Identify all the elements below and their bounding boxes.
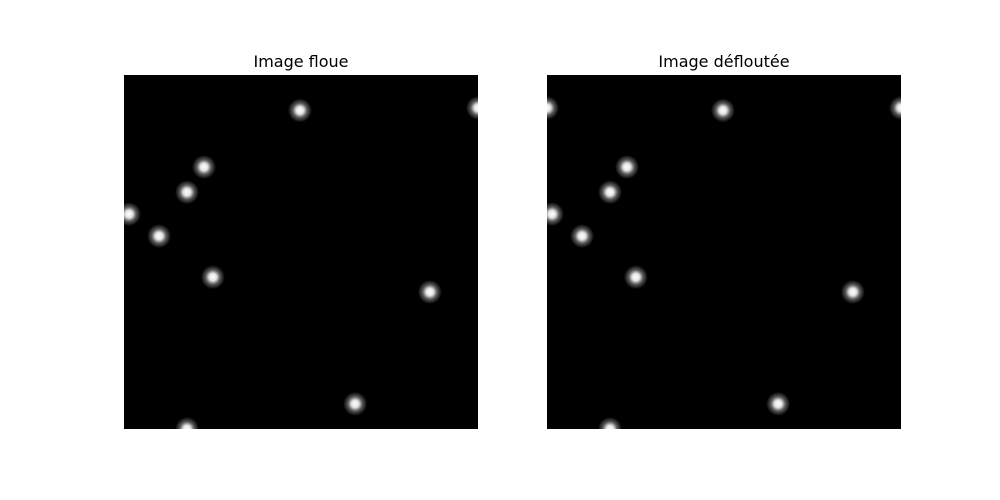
blurred-image-panel	[124, 75, 478, 429]
blurred-bright-spot-2	[192, 155, 217, 180]
blurred-bright-spot-3	[175, 180, 200, 205]
deblurred-bright-spot-9	[766, 391, 791, 416]
deblurred-dark-artifact-0	[596, 75, 625, 89]
right-image-title: Image défloutée	[658, 52, 790, 71]
left-image-title: Image floue	[253, 52, 349, 71]
blurred-bright-spot-7	[417, 280, 442, 305]
deblurred-bright-spot-3	[615, 155, 640, 180]
deblurred-bright-spot-6	[570, 224, 595, 249]
deblurred-bright-spot-5	[547, 202, 564, 227]
blurred-image-background	[124, 75, 478, 429]
deblurred-bright-spot-1	[889, 95, 901, 120]
deblurred-bright-spot-7	[623, 265, 648, 290]
blurred-bright-spot-5	[147, 224, 172, 249]
blurred-bright-spot-4	[124, 202, 141, 227]
deblurred-image-background	[547, 75, 901, 429]
deblurred-bright-spot-10	[598, 417, 623, 429]
deblurred-dark-artifact-1	[887, 200, 901, 229]
blurred-bright-spot-8	[343, 391, 368, 416]
deblurred-bright-spot-4	[598, 180, 623, 205]
deblurred-bright-spot-0	[710, 98, 735, 123]
blurred-bright-spot-1	[466, 95, 478, 120]
deblurred-bright-spot-2	[547, 95, 559, 120]
blurred-bright-spot-6	[200, 265, 225, 290]
blurred-bright-spot-9	[175, 417, 200, 429]
deblurred-bright-spot-8	[840, 280, 865, 305]
deblurred-image-panel	[547, 75, 901, 429]
blurred-bright-spot-0	[287, 98, 312, 123]
